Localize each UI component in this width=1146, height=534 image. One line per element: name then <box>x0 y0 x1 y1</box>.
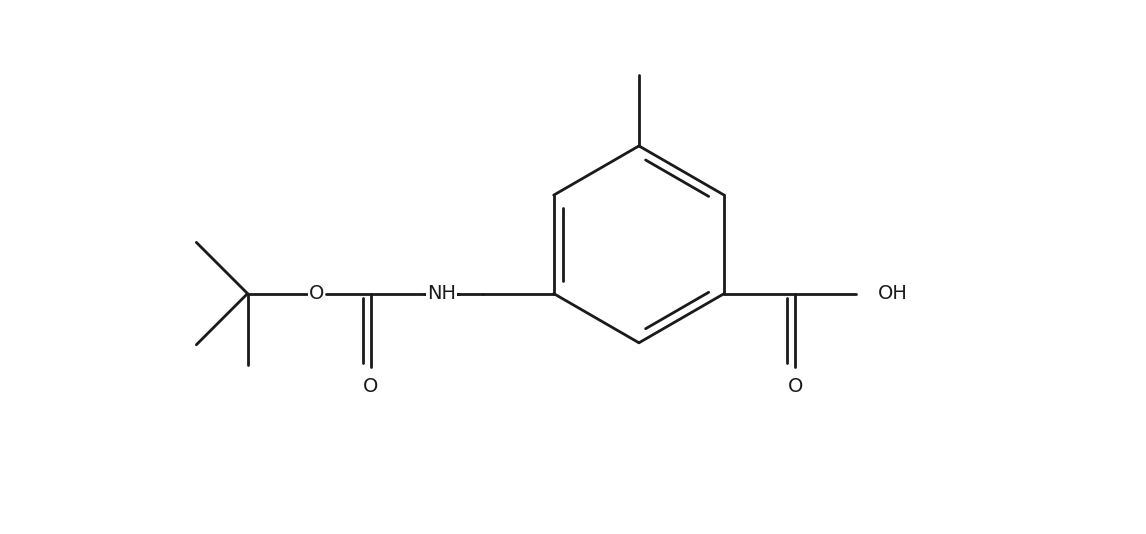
Text: NH: NH <box>427 284 456 303</box>
Text: OH: OH <box>878 284 908 303</box>
Text: O: O <box>787 376 802 396</box>
Text: O: O <box>363 376 378 396</box>
Text: O: O <box>308 284 324 303</box>
